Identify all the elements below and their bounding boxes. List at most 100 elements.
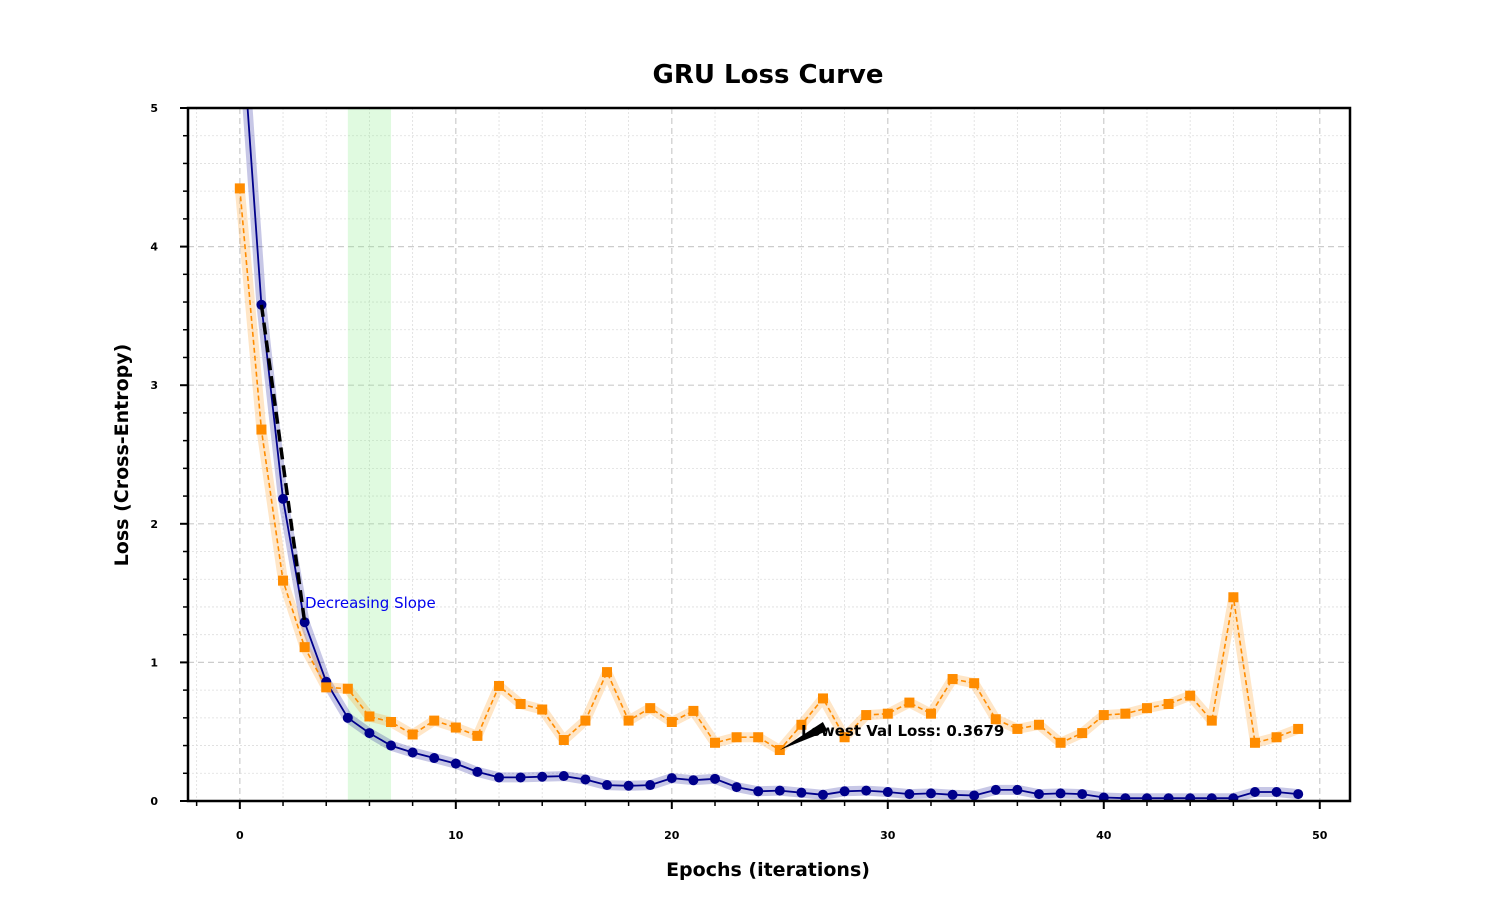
val-point [969,678,980,689]
train-point [623,780,634,791]
val-point [947,674,958,685]
train-point [1098,792,1109,801]
y-axis-label: Loss (Cross-Entropy) [111,344,133,567]
x-tick-label: 50 [1312,829,1328,842]
val-point [537,704,548,715]
annotations: Decreasing Slope Lowest Val Loss: 0.3679 [259,304,1004,750]
y-tick-label: 2 [150,518,158,531]
val-point [1228,592,1239,603]
y-tick-label: 0 [150,795,158,808]
train-point [969,790,980,801]
x-tick-label: 30 [880,829,896,842]
val-point [688,705,699,716]
val-point [1293,723,1304,734]
train-point [904,789,915,800]
val-point [1012,723,1023,734]
chart-title: GRU Loss Curve [653,60,884,90]
val-point [364,711,375,722]
train-point [666,773,677,784]
y-tick-label: 5 [150,102,158,115]
val-point [1141,703,1152,714]
train-point [407,747,418,758]
val-point [861,710,872,721]
val-point [1206,715,1217,726]
y-tick-label: 4 [150,241,158,254]
series-lines [239,108,1299,800]
val-point [1077,728,1088,739]
lowest-val-arrow [779,722,828,750]
train-line [246,108,1299,800]
train-point [342,712,353,723]
train-point [990,784,1001,795]
val-point [1120,708,1131,719]
val-point [558,735,569,746]
val-point [321,682,332,693]
val-point [450,722,461,733]
val-point [515,698,526,709]
x-axis-label: Epochs (iterations) [666,859,870,881]
val-point [925,708,936,719]
val-point [882,708,893,719]
y-tick-label: 3 [150,379,158,392]
val-point [1271,732,1282,743]
val-band [234,183,1304,755]
train-band [242,108,1304,801]
series-markers [234,0,1304,801]
val-point [278,575,289,586]
train-point [1077,789,1088,800]
val-point [731,732,742,743]
val-point [796,719,807,730]
val-point [710,737,721,748]
val-point [1055,737,1066,748]
train-point [753,786,764,797]
minor-grid [188,108,1350,801]
train-point [1120,793,1131,801]
train-point [710,773,721,784]
train-point [386,740,397,751]
val-point [1163,698,1174,709]
train-point [429,753,440,764]
val-line [239,188,1299,751]
val-point [580,715,591,726]
val-point [1033,719,1044,730]
train-point [1141,793,1152,801]
train-point [1293,789,1304,800]
axis-ticks: 0 10 20 30 40 50 0 1 2 3 4 5 [150,102,1327,842]
train-point [278,493,289,504]
train-point [731,782,742,793]
val-point [645,703,656,714]
train-point [1033,789,1044,800]
val-point [1098,710,1109,721]
train-point [882,786,893,797]
val-point [386,716,397,727]
train-point [688,775,699,786]
train-point [472,766,483,777]
train-point [602,780,613,791]
val-point [990,714,1001,725]
x-tick-label: 10 [448,829,464,842]
train-point [1228,793,1239,801]
slope-annotation-label: Decreasing Slope [305,594,436,612]
train-point [558,771,569,782]
train-point [947,789,958,800]
val-point [817,693,828,704]
train-point [299,617,310,628]
val-point [494,680,505,691]
train-point [235,0,245,2]
val-point [256,424,267,435]
train-point [817,789,828,800]
train-point [1249,786,1260,797]
train-point [580,774,591,785]
y-tick-label: 1 [150,656,158,669]
highlight-region [347,108,392,801]
val-point [234,183,245,194]
val-point [342,683,353,694]
val-point [472,730,483,741]
train-point [1271,786,1282,797]
train-point [861,785,872,796]
val-point [666,716,677,727]
val-point [623,715,634,726]
train-point [774,785,785,796]
train-point [925,788,936,799]
